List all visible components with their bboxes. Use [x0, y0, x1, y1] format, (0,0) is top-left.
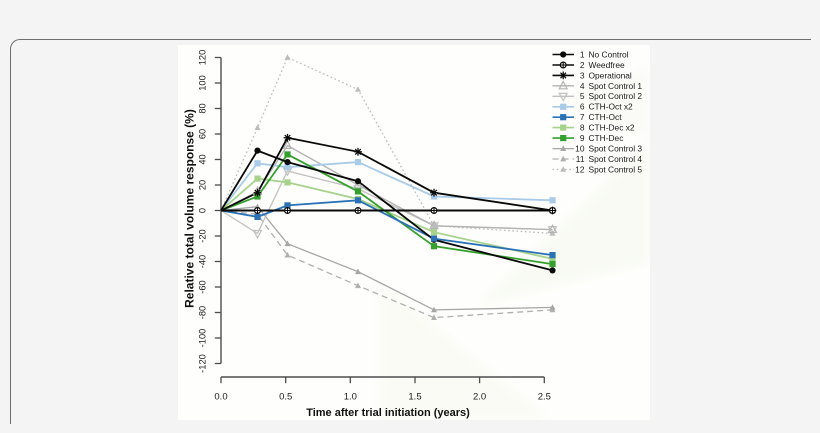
- svg-text:8: 8: [580, 123, 585, 133]
- svg-text:-20: -20: [197, 229, 207, 242]
- svg-text:1: 1: [580, 49, 585, 59]
- svg-text:80: 80: [197, 103, 207, 113]
- svg-text:0: 0: [197, 208, 207, 213]
- svg-text:-80: -80: [197, 306, 207, 319]
- svg-text:Weedfree: Weedfree: [589, 60, 626, 70]
- svg-text:20: 20: [197, 180, 207, 190]
- svg-text:Spot Control 2: Spot Control 2: [589, 91, 643, 101]
- svg-text:9: 9: [580, 133, 585, 143]
- svg-text:5: 5: [580, 91, 585, 101]
- svg-text:-120: -120: [197, 354, 207, 373]
- svg-text:CTH-Dec: CTH-Dec: [589, 133, 624, 143]
- svg-text:1.5: 1.5: [408, 392, 421, 403]
- svg-text:CTH-Dec x2: CTH-Dec x2: [589, 123, 635, 133]
- svg-text:-60: -60: [197, 280, 207, 293]
- svg-text:No Control: No Control: [589, 49, 629, 59]
- svg-text:3: 3: [580, 70, 585, 80]
- svg-text:4: 4: [580, 81, 585, 91]
- svg-text:-40: -40: [197, 255, 207, 268]
- svg-text:Time after trial initiation (y: Time after trial initiation (years): [306, 407, 470, 419]
- svg-text:Spot Control 4: Spot Control 4: [589, 154, 643, 164]
- svg-text:1.0: 1.0: [344, 392, 357, 403]
- svg-text:10: 10: [575, 144, 585, 154]
- svg-text:0.5: 0.5: [279, 392, 292, 403]
- svg-text:11: 11: [576, 154, 585, 164]
- svg-text:60: 60: [197, 129, 207, 139]
- svg-text:40: 40: [197, 154, 207, 164]
- svg-text:100: 100: [197, 75, 207, 91]
- svg-text:Spot Control 1: Spot Control 1: [589, 81, 643, 91]
- svg-text:6: 6: [580, 102, 585, 112]
- svg-text:CTH-Oct: CTH-Oct: [589, 112, 623, 122]
- svg-text:2.0: 2.0: [473, 392, 486, 403]
- svg-text:Relative total volume response: Relative total volume response (%): [183, 109, 197, 308]
- svg-text:-100: -100: [197, 329, 207, 348]
- svg-text:0.0: 0.0: [214, 392, 227, 403]
- svg-text:Operational: Operational: [589, 70, 632, 80]
- svg-text:2.5: 2.5: [538, 392, 551, 403]
- svg-text:CTH-Oct x2: CTH-Oct x2: [589, 102, 634, 112]
- svg-text:2: 2: [580, 60, 585, 70]
- svg-text:Spot Control 5: Spot Control 5: [589, 164, 643, 174]
- svg-text:120: 120: [197, 50, 207, 66]
- svg-text:12: 12: [575, 164, 585, 174]
- svg-text:Spot Control 3: Spot Control 3: [589, 144, 643, 154]
- svg-text:7: 7: [580, 112, 585, 122]
